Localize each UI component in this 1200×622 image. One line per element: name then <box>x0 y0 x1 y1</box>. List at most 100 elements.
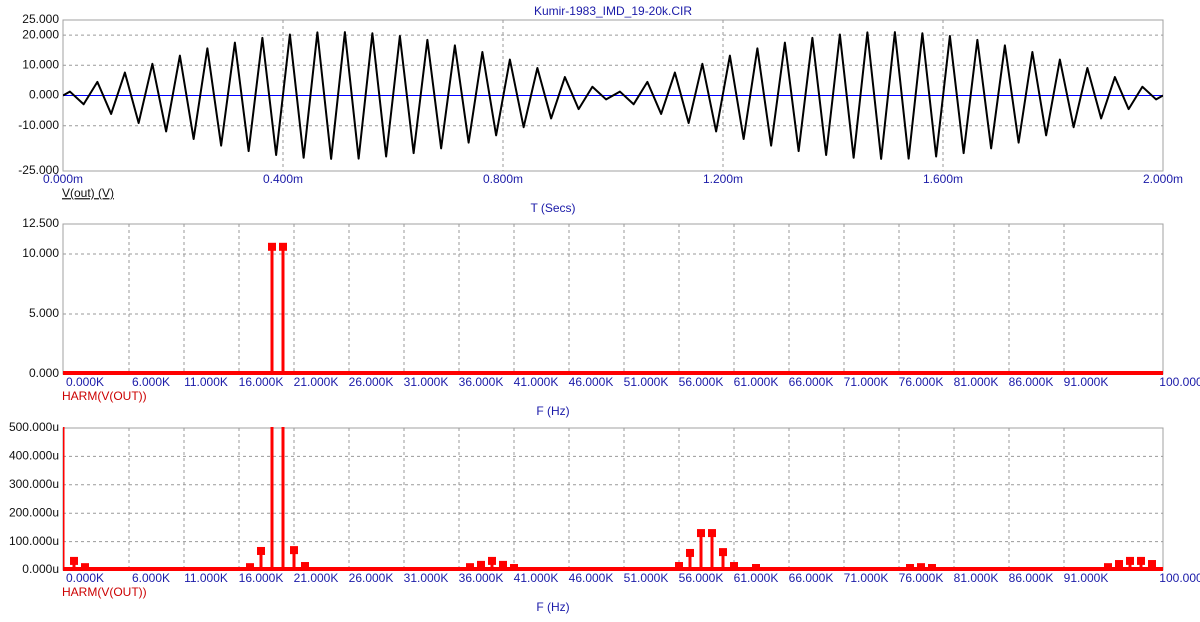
x-tick-label: 21.000K <box>294 571 339 585</box>
y-tick-label: 5.000 <box>29 306 59 320</box>
x-tick-label: 56.000K <box>679 571 724 585</box>
stem-marker <box>301 562 309 571</box>
x-tick-label: 81.000K <box>954 375 999 389</box>
x-tick-label: 0.000K <box>66 375 104 389</box>
stem-marker <box>1148 560 1156 569</box>
stem-marker <box>466 563 474 571</box>
stem-marker <box>1104 563 1112 571</box>
x-tick-label: 36.000K <box>459 375 504 389</box>
plot-clip <box>63 31 1163 160</box>
x-tick-label: 66.000K <box>789 375 834 389</box>
stem-marker <box>499 560 507 569</box>
plot-area <box>62 427 1164 571</box>
x-tick-label: 2.000m <box>1143 172 1183 186</box>
x-tick-label: 41.000K <box>514 571 559 585</box>
x-axis-label: F (Hz) <box>536 404 569 418</box>
stem-marker <box>730 562 738 571</box>
x-tick-label: 46.000K <box>569 571 614 585</box>
x-tick-label: 61.000K <box>734 571 779 585</box>
y-tick-label: 10.000 <box>22 246 59 260</box>
x-axis-label: T (Secs) <box>530 201 575 215</box>
stem-marker <box>246 563 254 571</box>
stem-marker <box>81 563 89 571</box>
y-tick-label: 400.000u <box>9 449 59 463</box>
x-tick-label: 6.000K <box>132 375 170 389</box>
stem-marker <box>675 562 683 571</box>
x-tick-label: 76.000K <box>899 375 944 389</box>
y-tick-label: -25.000 <box>18 163 59 177</box>
y-tick-label: 0.000 <box>29 88 59 102</box>
y-tick-label: 10.000 <box>22 57 59 71</box>
y-tick-label: 20.000 <box>22 27 59 41</box>
x-tick-label: 91.000K <box>1064 571 1109 585</box>
x-tick-label: 26.000K <box>349 571 394 585</box>
x-tick-label: 46.000K <box>569 375 614 389</box>
stem-marker <box>686 548 694 557</box>
x-tick-label: 31.000K <box>404 571 449 585</box>
x-tick-label: 100.000K <box>1159 375 1200 389</box>
x-tick-label: 71.000K <box>844 571 889 585</box>
y-tick-label: 0.000u <box>22 562 59 576</box>
stem-marker <box>1126 556 1134 565</box>
stem-marker <box>752 564 760 571</box>
x-tick-label: 86.000K <box>1009 375 1054 389</box>
y-tick-label: 300.000u <box>9 477 59 491</box>
x-tick-label: 41.000K <box>514 375 559 389</box>
chart-title: Kumir-1983_IMD_19-20k.CIR <box>534 4 692 18</box>
y-tick-label: -10.000 <box>18 118 59 132</box>
stem-marker <box>697 529 705 538</box>
x-tick-label: 0.800m <box>483 172 523 186</box>
stem-marker <box>510 564 518 571</box>
y-tick-label: 25.000 <box>22 12 59 26</box>
x-tick-label: 16.000K <box>239 375 284 389</box>
x-tick-label: 0.000m <box>43 172 83 186</box>
legend-label: HARM(V(OUT)) <box>62 389 147 403</box>
x-tick-label: 61.000K <box>734 375 779 389</box>
stem-marker <box>70 556 78 565</box>
plot-clip <box>63 427 1163 571</box>
legend-label: HARM(V(OUT)) <box>62 585 147 599</box>
x-tick-label: 1.600m <box>923 172 963 186</box>
y-tick-label: 500.000u <box>9 420 59 434</box>
stem-marker <box>708 529 716 538</box>
stem-marker <box>906 564 914 571</box>
x-tick-label: 6.000K <box>132 571 170 585</box>
x-tick-label: 86.000K <box>1009 571 1054 585</box>
stem-marker <box>1137 556 1145 565</box>
x-tick-label: 100.000K <box>1159 571 1200 585</box>
x-tick-label: 66.000K <box>789 571 834 585</box>
x-tick-label: 51.000K <box>624 375 669 389</box>
stem-marker <box>268 242 276 251</box>
y-tick-label: 0.000 <box>29 366 59 380</box>
y-tick-label: 200.000u <box>9 505 59 519</box>
x-axis-label: F (Hz) <box>536 600 569 614</box>
x-tick-label: 0.400m <box>263 172 303 186</box>
x-tick-label: 0.000K <box>66 571 104 585</box>
x-tick-label: 16.000K <box>239 571 284 585</box>
x-tick-label: 56.000K <box>679 375 724 389</box>
stem-marker <box>477 560 485 569</box>
x-tick-label: 81.000K <box>954 571 999 585</box>
plot-area <box>62 223 1164 375</box>
x-tick-label: 71.000K <box>844 375 889 389</box>
x-tick-label: 76.000K <box>899 571 944 585</box>
x-tick-label: 21.000K <box>294 375 339 389</box>
stem-marker <box>257 546 265 555</box>
x-tick-label: 31.000K <box>404 375 449 389</box>
y-tick-label: 12.500 <box>22 216 59 230</box>
x-tick-label: 51.000K <box>624 571 669 585</box>
x-tick-label: 36.000K <box>459 571 504 585</box>
x-tick-label: 91.000K <box>1064 375 1109 389</box>
x-tick-label: 11.000K <box>184 571 228 585</box>
stem-marker <box>488 556 496 565</box>
waveform <box>63 31 1163 160</box>
stem-marker <box>719 548 727 557</box>
stem-marker <box>928 564 936 571</box>
x-tick-label: 11.000K <box>184 375 228 389</box>
x-tick-label: 1.200m <box>703 172 743 186</box>
plot-clip <box>63 242 1163 375</box>
stem-marker <box>917 563 925 571</box>
x-tick-label: 26.000K <box>349 375 394 389</box>
